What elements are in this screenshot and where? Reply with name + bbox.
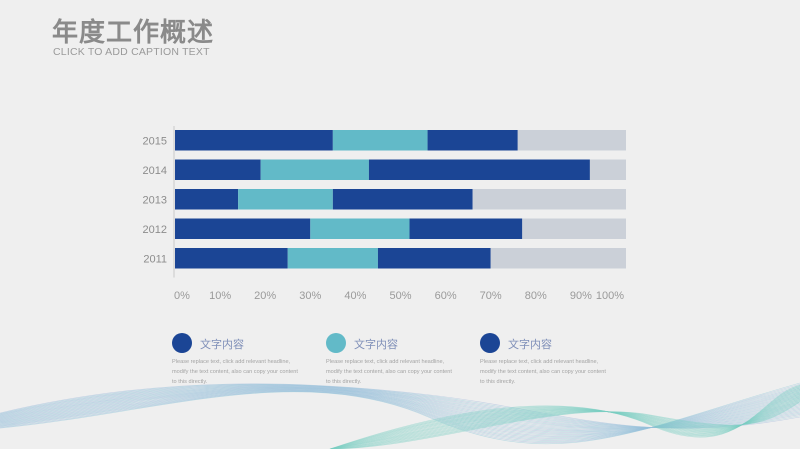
bar-segment-2013-2 xyxy=(238,189,333,210)
y-tick-label: 2011 xyxy=(143,253,167,265)
x-tick-label: 60% xyxy=(435,290,457,302)
y-tick-label: 2015 xyxy=(143,135,167,147)
bar-segment-2013-3 xyxy=(332,189,473,210)
bar-segment-2013-1 xyxy=(175,189,239,210)
bar-segment-2013-4 xyxy=(472,189,626,210)
x-tick-label: 20% xyxy=(254,290,276,302)
stacked-bar-chart: 2015 2014 2013 2012 2011 0% 10% 20% 30% 40% 50% 60%… xyxy=(143,126,626,302)
x-tick-label: 40% xyxy=(344,290,366,302)
legend-title: 文字内容 xyxy=(354,338,398,351)
bar-segment-2014-1 xyxy=(175,159,261,180)
wave-line xyxy=(329,391,800,449)
wave-line xyxy=(329,401,800,449)
wave-line xyxy=(329,392,800,449)
legend-body: Please replace text, click add relevant … xyxy=(480,359,606,385)
x-tick-label: 80% xyxy=(525,290,547,302)
wave-line xyxy=(329,391,800,449)
bar-segment-2011-1 xyxy=(175,248,288,269)
bar-segment-2015-3 xyxy=(427,130,518,151)
wave-line xyxy=(329,390,800,449)
legend-body: Please replace text, click add relevant … xyxy=(326,359,452,385)
wave-line xyxy=(329,389,800,449)
bar-segment-2014-3 xyxy=(368,159,590,180)
x-tick-label: 0% xyxy=(174,290,190,302)
bar-segment-2015-2 xyxy=(332,130,428,151)
page-title: 年度工作概述 xyxy=(52,18,215,48)
bar-segment-2012-3 xyxy=(409,218,523,239)
wave-line xyxy=(329,393,800,449)
x-tick-label: 10% xyxy=(209,290,231,302)
x-tick-label: 100% xyxy=(596,290,624,302)
bar-segment-2015-4 xyxy=(517,130,626,151)
bar-segment-2015-1 xyxy=(175,130,333,151)
bar-segment-2011-2 xyxy=(287,248,378,269)
x-tick-label: 90% xyxy=(570,290,592,302)
bar-segment-2014-2 xyxy=(260,159,369,180)
y-tick-label: 2013 xyxy=(143,194,167,206)
legend-title: 文字内容 xyxy=(200,338,244,351)
y-tick-label: 2012 xyxy=(143,224,167,236)
legend-dot-icon xyxy=(172,333,192,353)
decorative-wave-lines xyxy=(0,382,800,449)
x-tick-label: 50% xyxy=(389,290,411,302)
legend-title: 文字内容 xyxy=(508,338,552,351)
x-tick-label: 70% xyxy=(480,290,502,302)
x-tick-label: 30% xyxy=(299,290,321,302)
wave-line xyxy=(329,395,800,449)
bar-segment-2014-4 xyxy=(589,159,626,180)
bar-segment-2011-4 xyxy=(490,248,626,269)
y-tick-label: 2014 xyxy=(143,165,167,177)
legend-dot-icon xyxy=(480,333,500,353)
wave-line xyxy=(329,394,800,449)
bar-segment-2012-2 xyxy=(310,218,410,239)
legend-body: Please replace text, click add relevant … xyxy=(172,359,298,385)
bar-segment-2011-3 xyxy=(377,248,491,269)
legend-dot-icon xyxy=(326,333,346,353)
bar-segment-2012-1 xyxy=(175,218,311,239)
wave-line xyxy=(329,395,800,449)
page-caption: CLICK TO ADD CAPTION TEXT xyxy=(53,46,210,58)
bar-segment-2012-4 xyxy=(522,218,626,239)
